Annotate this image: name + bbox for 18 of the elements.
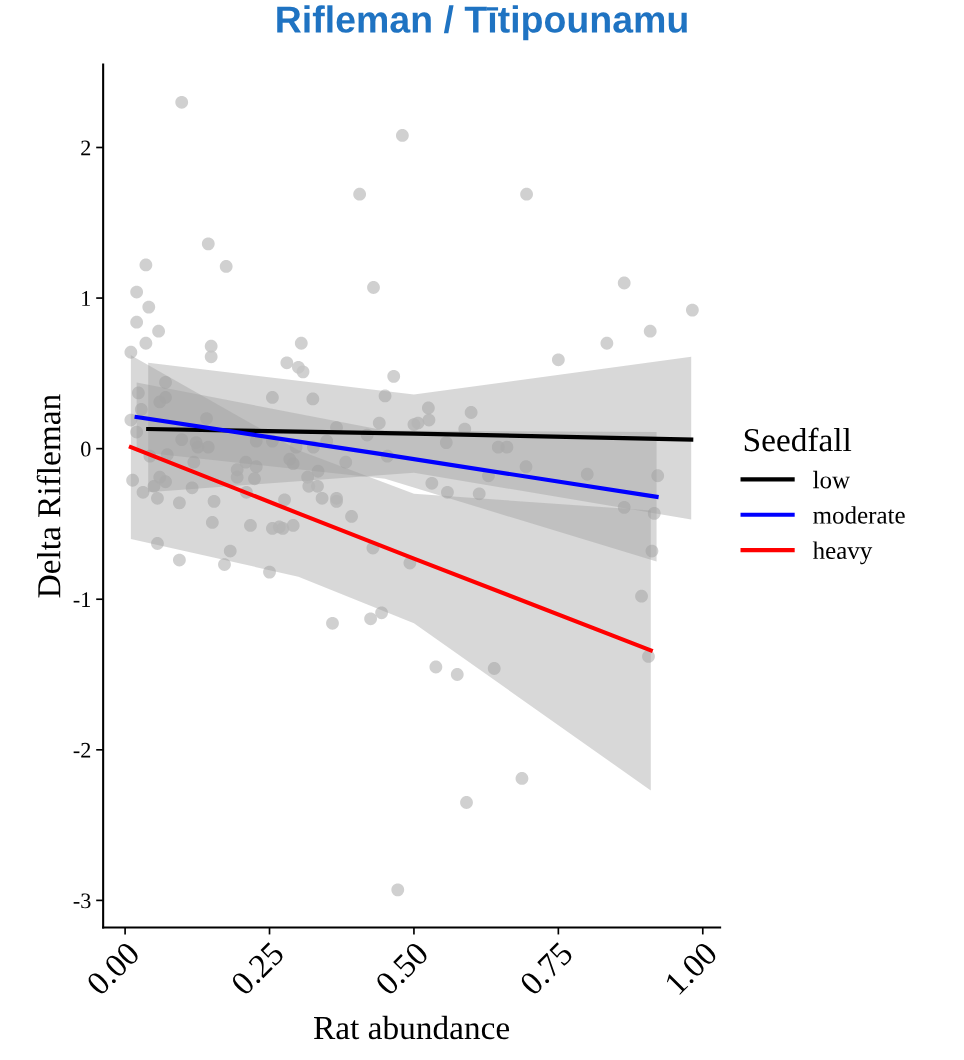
y-tick-label: -1	[73, 592, 91, 607]
legend-label: moderate	[813, 506, 905, 524]
chart-title: Rifleman / Tītipounamu	[277, 5, 687, 41]
y-tick-label: 0	[81, 441, 91, 457]
y-tick-label: -3	[73, 893, 91, 909]
y-axis-title: Delta Rifleman	[36, 394, 61, 598]
legend-label: heavy	[812, 541, 873, 565]
x-tick-label: 0.25	[229, 940, 286, 997]
x-axis-title: Rat abundance	[314, 1015, 510, 1040]
x-tick-label: 0.50	[374, 940, 430, 997]
y-tick-label: -2	[73, 742, 91, 758]
y-tick-label: 2	[81, 140, 91, 156]
legend-label: low	[813, 470, 850, 489]
x-tick-label: 1.00	[664, 940, 719, 996]
y-tick-label: 1	[82, 291, 91, 306]
x-tick-label: 0.75	[518, 940, 575, 997]
x-tick-label: 0.00	[85, 940, 141, 997]
legend-title: Seedfall	[744, 427, 852, 452]
